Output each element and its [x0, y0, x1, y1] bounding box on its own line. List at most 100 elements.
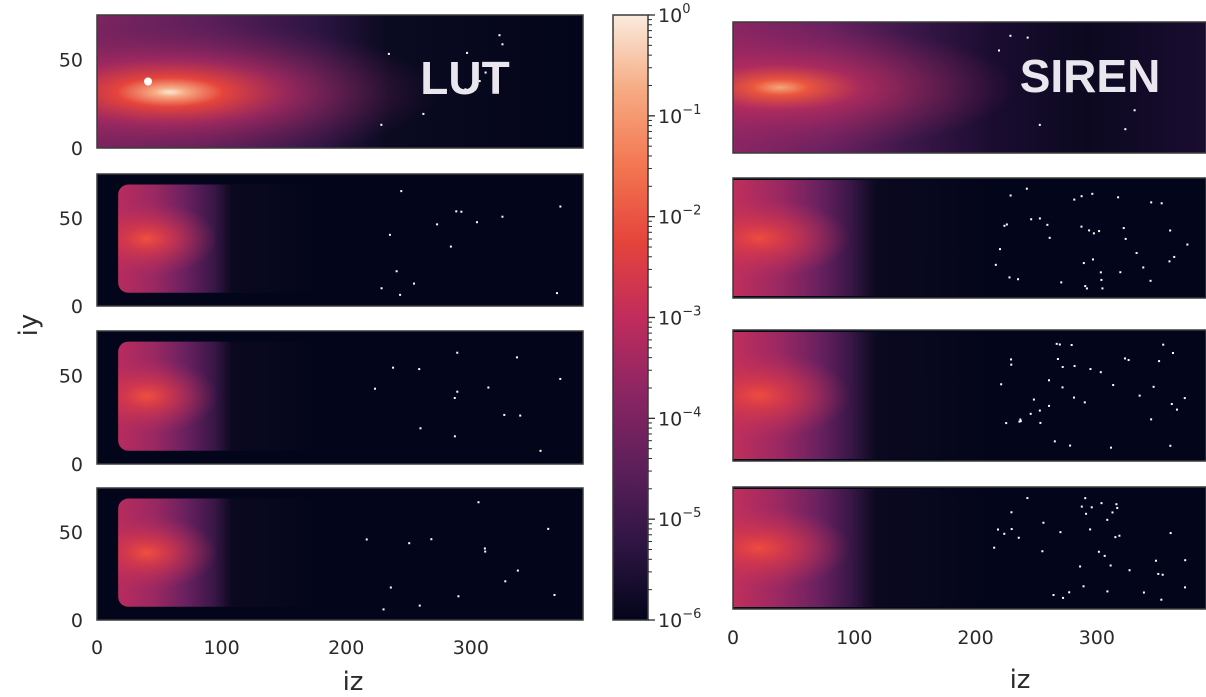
heatmap-speck	[1061, 365, 1064, 368]
siren-heatmap-2	[732, 177, 1206, 299]
heatmap-speck	[996, 528, 999, 531]
heatmap-speck	[365, 538, 368, 541]
siren-heatmap-1	[732, 21, 1206, 154]
heatmap-peak	[144, 77, 153, 86]
heatmap-speck	[1080, 505, 1083, 508]
heatmap-speck	[1149, 279, 1152, 282]
heatmap-speck	[1042, 521, 1045, 524]
panel-frame	[96, 330, 584, 465]
heatmap-speck	[1097, 550, 1100, 553]
y-tick-label: 50	[59, 365, 83, 387]
heatmap-speck	[1133, 109, 1136, 112]
heatmap-speck	[1061, 386, 1064, 389]
heatmap-speck	[553, 593, 556, 596]
heatmap-speck	[1019, 420, 1022, 423]
heatmap-speck	[449, 245, 452, 248]
heatmap-speck	[547, 527, 550, 530]
heatmap-speck	[1079, 565, 1082, 568]
heatmap-speck	[1073, 365, 1076, 368]
heatmap-speck	[1098, 230, 1101, 233]
heatmap-speck	[436, 223, 439, 226]
heatmap-speck	[1080, 195, 1083, 198]
heatmap-speck	[1154, 559, 1157, 562]
heatmap-speck	[387, 52, 390, 55]
heatmap-speck	[1009, 34, 1012, 37]
heatmap-speck	[1122, 227, 1125, 230]
heatmap-speck	[1161, 573, 1164, 576]
heatmap-speck	[1032, 398, 1035, 401]
heatmap-speck	[1124, 357, 1127, 360]
lut-y-axis-label: iy	[14, 314, 44, 337]
heatmap-speck	[1169, 444, 1172, 447]
heatmap-hotspot	[118, 341, 322, 451]
siren-x-tick-label: 100	[836, 627, 872, 649]
colorbar-tick-label: 10−3	[658, 305, 701, 330]
colorbar: 100 10−1 10−2 10−3 10−4 10−5 10−6	[612, 2, 701, 632]
y-tick-label: 0	[71, 610, 83, 632]
heatmap-speck	[399, 293, 402, 296]
panel-frame	[732, 486, 1206, 610]
heatmap-speck	[1106, 518, 1109, 521]
heatmap-speck	[1101, 287, 1104, 290]
heatmap-speck	[1150, 201, 1153, 204]
heatmap-speck	[1168, 260, 1171, 263]
heatmap-speck	[1118, 534, 1121, 537]
heatmap-speck	[484, 550, 487, 553]
heatmap-speck	[430, 538, 433, 541]
heatmap-speck	[400, 190, 403, 193]
heatmap-speck	[1062, 596, 1065, 599]
heatmap-speck	[1124, 237, 1127, 240]
heatmap-speck	[1110, 446, 1113, 449]
heatmap-speck	[1082, 262, 1085, 265]
lut-title: LUT	[420, 52, 509, 104]
heatmap-speck	[1010, 358, 1013, 361]
panel-frame	[732, 177, 1206, 299]
heatmap-speck	[1099, 371, 1102, 374]
heatmap-speck	[1048, 404, 1051, 407]
heatmap-speck	[1138, 394, 1141, 397]
heatmap-speck	[1099, 271, 1102, 274]
heatmap-speck	[419, 427, 422, 430]
heatmap-speck	[478, 80, 481, 83]
heatmap-hotspot	[733, 489, 994, 607]
heatmap-speck	[1017, 278, 1020, 281]
heatmap-hotspot	[118, 498, 322, 607]
heatmap-speck	[1046, 223, 1049, 226]
heatmap-speck	[475, 221, 478, 224]
heatmap-speck	[453, 397, 456, 400]
colorbar-gradient	[613, 15, 648, 620]
heatmap-speck	[1038, 409, 1041, 412]
heatmap-speck	[1184, 586, 1187, 589]
heatmap-speck	[1068, 591, 1071, 594]
lut-x-tick-label: 300	[453, 637, 489, 659]
heatmap-speck	[380, 287, 383, 290]
heatmap-speck	[1019, 418, 1022, 421]
colorbar-tick-label: 100	[658, 2, 690, 27]
heatmap-speck	[1117, 196, 1120, 199]
heatmap-speck	[1128, 569, 1131, 572]
heatmap-speck	[1082, 585, 1085, 588]
heatmap-speck	[477, 501, 480, 504]
heatmap-speck	[1053, 440, 1056, 443]
heatmap-speck	[1018, 420, 1021, 423]
lut-x-tick-label: 0	[91, 637, 103, 659]
heatmap-speck	[454, 82, 457, 85]
lut-x-tick-label: 100	[203, 637, 239, 659]
heatmap-speck	[498, 34, 501, 37]
heatmap-speck	[1058, 343, 1061, 346]
lut-heatmap-4	[96, 487, 584, 621]
siren-x-tick-label: 200	[957, 627, 993, 649]
heatmap-speck	[1084, 285, 1087, 288]
y-tick-label: 50	[59, 522, 83, 544]
heatmap-speck	[1083, 401, 1086, 404]
heatmap-speck	[1070, 343, 1073, 346]
heatmap-hotspot	[733, 22, 1206, 153]
heatmap-speck	[418, 368, 421, 371]
heatmap-speck	[1173, 255, 1176, 258]
heatmap-speck	[487, 386, 490, 389]
heatmap-speck	[1039, 421, 1042, 424]
heatmap-speck	[1157, 572, 1160, 575]
lut-heatmap-3	[96, 330, 584, 465]
heatmap-speck	[1089, 368, 1092, 371]
panel-frame	[732, 329, 1206, 462]
